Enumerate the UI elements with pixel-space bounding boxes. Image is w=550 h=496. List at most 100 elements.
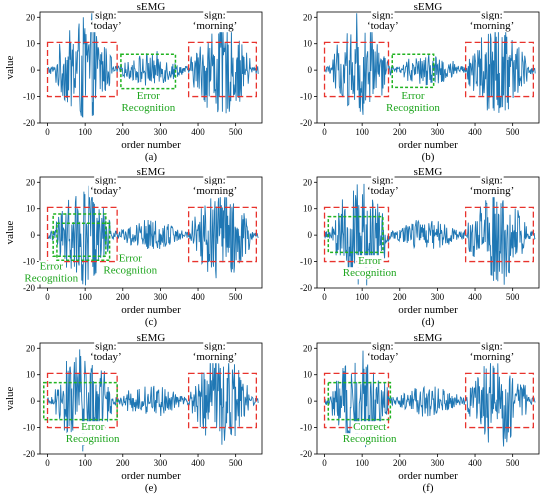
green-dashed-box xyxy=(327,381,392,421)
sign-label: sign: xyxy=(372,10,393,22)
annotation-backdrop xyxy=(352,421,388,434)
sign-label-backdrop xyxy=(203,9,227,22)
y-tick-label: 20 xyxy=(303,12,313,22)
recognition-annotation: Recognition xyxy=(386,102,440,114)
sign-label-backdrop xyxy=(371,340,395,353)
y-tick-label: 20 xyxy=(26,12,36,22)
x-tick-label: 500 xyxy=(506,292,520,302)
y-tick-label: -10 xyxy=(23,423,35,433)
sign-label: sign: xyxy=(95,10,116,22)
annotation-backdrop xyxy=(341,433,399,446)
axes-frame xyxy=(316,11,540,124)
recognition-annotation: Recognition xyxy=(343,433,397,445)
x-tick-label: 400 xyxy=(468,127,482,137)
annotation-backdrop xyxy=(400,90,426,103)
x-tick-label: 0 xyxy=(45,127,50,137)
x-tick-label: 200 xyxy=(393,127,407,137)
sign-label: sign: xyxy=(95,341,116,353)
sign-label-backdrop xyxy=(365,351,400,364)
x-tick-label: 300 xyxy=(431,292,445,302)
recognition-annotation: Error xyxy=(401,90,425,102)
recognition-annotation: Error xyxy=(358,255,382,267)
recognition-annotation: Correct xyxy=(353,421,386,433)
x-tick-label: 0 xyxy=(322,127,327,137)
green-dashed-box xyxy=(56,222,111,261)
y-tick-label: 0 xyxy=(308,65,313,75)
sign-label-backdrop xyxy=(371,174,395,187)
x-tick-label: 200 xyxy=(116,458,130,468)
x-axis-label: order number xyxy=(121,470,181,482)
panel-label: (b) xyxy=(422,151,435,163)
y-tick-label: -20 xyxy=(300,449,312,459)
sign-label: sign: xyxy=(372,341,393,353)
y-tick-label: 10 xyxy=(26,204,36,214)
chart-title: sEMG xyxy=(137,332,166,344)
y-tick-label: -20 xyxy=(23,118,35,128)
recognition-annotation: Recognition xyxy=(24,273,78,285)
red-dashed-box xyxy=(46,206,118,263)
x-tick-label: 200 xyxy=(393,458,407,468)
x-tick-label: 300 xyxy=(431,127,445,137)
sign-label: sign: xyxy=(372,175,393,187)
sign-label: ‘today’ xyxy=(90,20,122,32)
x-tick-label: 500 xyxy=(229,292,243,302)
red-dashed-box xyxy=(464,41,535,98)
y-tick-label: -20 xyxy=(300,283,312,293)
green-dashed-box xyxy=(327,215,384,254)
sign-label-backdrop xyxy=(191,185,239,198)
sign-label: ‘morning’ xyxy=(193,185,238,197)
sign-label-backdrop xyxy=(480,340,504,353)
sign-label-backdrop xyxy=(480,9,504,22)
y-tick-label: 0 xyxy=(308,230,313,240)
panel-label: (c) xyxy=(145,316,158,328)
annotation-backdrop xyxy=(64,433,122,446)
x-tick-label: 300 xyxy=(431,458,445,468)
y-tick-label: 20 xyxy=(26,177,36,187)
red-dashed-box xyxy=(46,41,118,98)
green-dashed-box xyxy=(43,381,118,421)
sign-label-backdrop xyxy=(468,185,516,198)
sign-label-backdrop xyxy=(365,185,400,198)
chart-title: sEMG xyxy=(414,332,443,344)
y-tick-label: -10 xyxy=(300,257,312,267)
recognition-annotation: Recognition xyxy=(121,102,175,114)
sign-label: ‘today’ xyxy=(367,20,399,32)
y-axis-label: value xyxy=(4,220,16,244)
axes-frame xyxy=(316,342,540,455)
recognition-annotation: Error xyxy=(137,90,161,102)
panel-d: 0 100 200 300 400 500 -20 -10 0 10 20 sEMG order num… xyxy=(300,166,540,328)
sign-label-backdrop xyxy=(203,340,227,353)
y-tick-label: 0 xyxy=(308,396,313,406)
x-tick-label: 0 xyxy=(322,292,327,302)
panel-b: 0 100 200 300 400 500 -20 -10 0 10 20 sEMG order num… xyxy=(300,1,540,163)
sign-label: ‘today’ xyxy=(90,351,122,363)
y-tick-label: 0 xyxy=(31,396,36,406)
y-axis-label: value xyxy=(4,55,16,79)
recognition-annotation: Error xyxy=(119,253,143,265)
y-tick-label: 10 xyxy=(303,204,313,214)
panel-a: 0 100 200 300 400 500 -20 -10 0 10 20 sEMG order num… xyxy=(4,1,263,163)
annotation-backdrop xyxy=(80,421,106,434)
x-axis-label: order number xyxy=(398,139,458,151)
green-dashed-box xyxy=(120,53,177,90)
y-tick-label: 0 xyxy=(31,230,36,240)
axes-frame xyxy=(316,176,540,289)
green-dashed-box xyxy=(391,53,435,89)
x-tick-label: 100 xyxy=(355,292,369,302)
sign-label-backdrop xyxy=(203,174,227,187)
annotation-backdrop xyxy=(23,272,80,285)
semg-signal-line xyxy=(324,13,536,115)
y-tick-label: 10 xyxy=(303,39,313,49)
sign-label-backdrop xyxy=(94,9,118,22)
sign-label-backdrop xyxy=(371,9,395,22)
x-tick-label: 100 xyxy=(78,127,92,137)
y-tick-label: -10 xyxy=(23,92,35,102)
x-axis-label: order number xyxy=(121,139,181,151)
panel-f: 0 100 200 300 400 500 -20 -10 0 10 20 sEMG order num… xyxy=(300,332,540,494)
panel-c: 0 100 200 300 400 500 -20 -10 0 10 20 sEMG order num… xyxy=(4,166,263,328)
x-tick-label: 100 xyxy=(355,458,369,468)
x-tick-label: 0 xyxy=(322,458,327,468)
chart-title: sEMG xyxy=(137,1,166,13)
recognition-annotation: Recognition xyxy=(66,433,120,445)
chart-title: sEMG xyxy=(137,166,166,178)
